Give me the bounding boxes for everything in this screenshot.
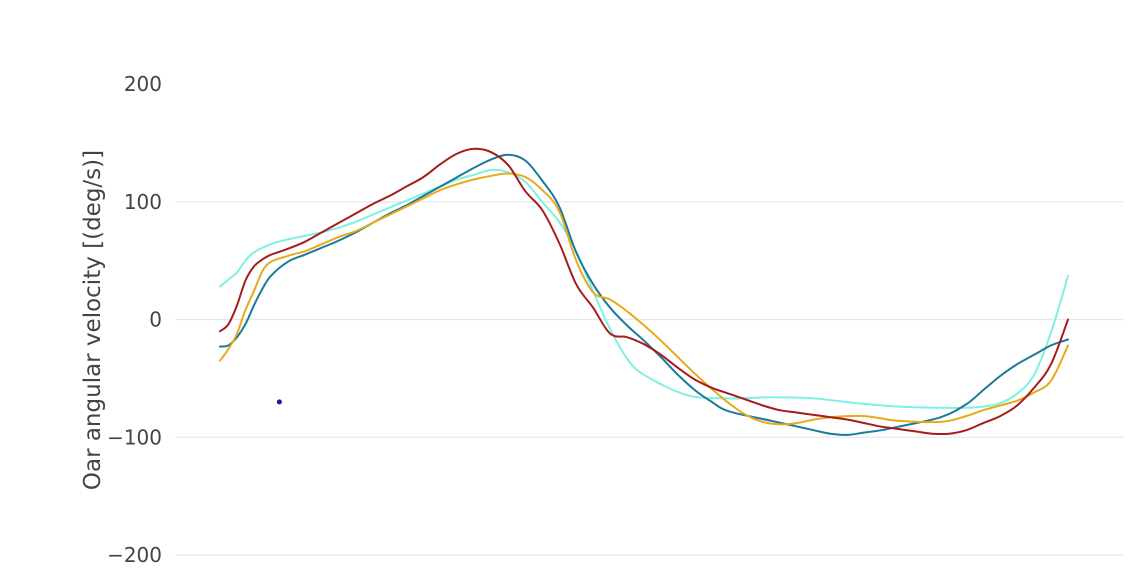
y-tick-label: 200 bbox=[124, 72, 162, 96]
series-lines bbox=[219, 147, 1069, 436]
y-axis-ticks: 200 100 0 −100 −200 bbox=[107, 72, 162, 567]
data-point bbox=[276, 399, 282, 405]
y-tick-label: −100 bbox=[107, 425, 162, 449]
series-line-4 bbox=[219, 147, 1069, 436]
y-tick-label: 0 bbox=[149, 308, 162, 332]
series-line-3 bbox=[219, 172, 1069, 426]
series-line-1 bbox=[219, 168, 1069, 409]
scatter-points bbox=[276, 399, 282, 405]
y-tick-label: −200 bbox=[107, 543, 162, 567]
series-line-2 bbox=[219, 153, 1069, 436]
y-axis-title: Oar angular velocity [(deg/s)] bbox=[80, 150, 106, 490]
y-tick-label: 100 bbox=[124, 190, 162, 214]
gridlines bbox=[175, 201, 1123, 556]
